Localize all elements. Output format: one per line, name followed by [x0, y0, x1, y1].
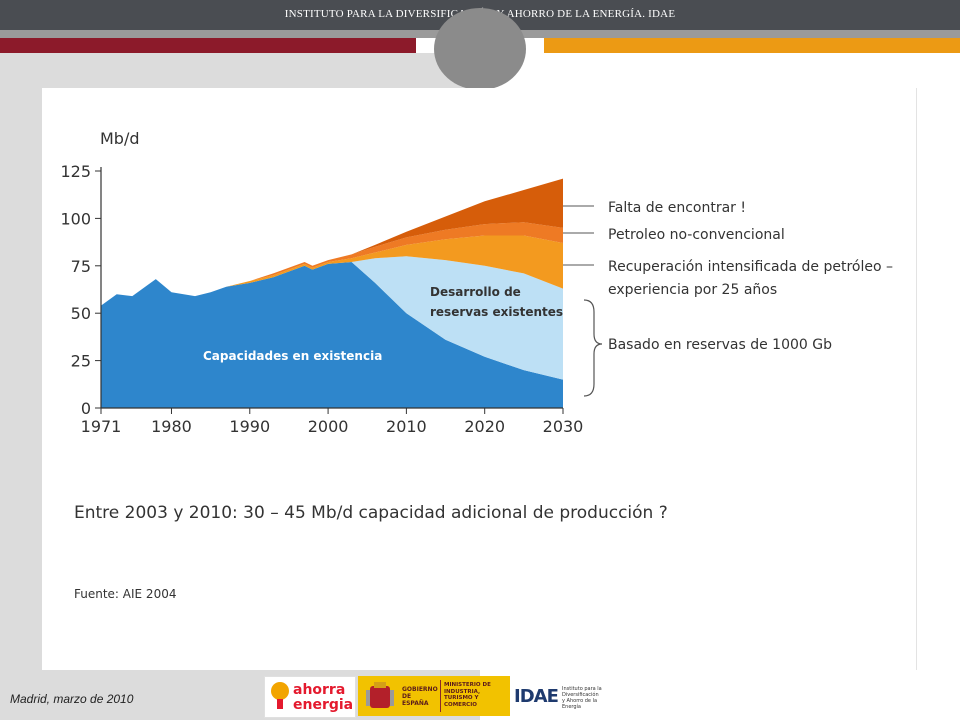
legend-recuperacion-1: Recuperación intensificada de petróleo – — [608, 259, 893, 275]
y-tick-label: 75 — [71, 257, 91, 276]
content-right-border — [916, 88, 917, 670]
footer-date: Madrid, marzo de 2010 — [10, 692, 134, 706]
label-existing-capacity: Capacidades en existencia — [203, 349, 382, 363]
y-axis-label: Mb/d — [100, 129, 140, 148]
lightbulb-icon — [271, 682, 289, 709]
x-tick-label: 1990 — [229, 417, 270, 436]
legend-falta: Falta de encontrar ! — [608, 200, 746, 216]
y-tick-label: 100 — [60, 209, 91, 228]
production-chart: 0 25 50 75 100 125 Mb/d 1971 1980 1990 2000 2010 202… — [60, 129, 893, 601]
x-tick-label: 2000 — [308, 417, 349, 436]
area-enhanced-recovery — [101, 235, 563, 306]
y-tick-label: 0 — [81, 399, 91, 418]
label-reserve-development-1: Desarrollo de — [430, 285, 521, 299]
idae-logo: IDAE Instituto para la Diversificación y… — [512, 676, 602, 716]
header-red-bar — [0, 38, 416, 53]
x-tick-label: 2010 — [386, 417, 427, 436]
energia-logo-text: energia — [293, 697, 354, 713]
idae-logo-subtext: Instituto para la Diversificación y Ahor… — [562, 686, 602, 710]
spain-crest-icon — [366, 682, 394, 708]
ministerio-logo-text: MINISTERIO DE INDUSTRIA, TURISMO Y COMER… — [444, 682, 491, 708]
x-tick-label: 2020 — [464, 417, 505, 436]
label-reserve-development-2: reservas existentes — [430, 305, 563, 319]
header-circle-decoration — [434, 8, 526, 90]
gobierno-logo: GOBIERNO DE ESPAÑA MINISTERIO DE INDUSTR… — [358, 676, 510, 716]
gobierno-logo-text: GOBIERNO DE ESPAÑA — [402, 686, 438, 707]
y-tick-label: 50 — [71, 304, 91, 323]
legend-petroleo: Petroleo no-convencional — [608, 227, 785, 243]
area-existing-capacity — [101, 262, 563, 408]
legend-basado: Basado en reservas de 1000 Gb — [608, 337, 832, 353]
x-tick-label: 2030 — [543, 417, 584, 436]
ahorra-logo-text: ahorra — [293, 682, 346, 698]
x-tick-label: 1980 — [151, 417, 192, 436]
legend-brace — [583, 299, 603, 397]
logo-divider — [440, 680, 441, 712]
chart-source: Fuente: AIE 2004 — [74, 587, 176, 601]
ahorra-energia-logo: ahorra energia — [264, 676, 356, 718]
area-reserve-development — [101, 256, 563, 380]
legend-recuperacion-2: experiencia por 25 años — [608, 282, 777, 298]
x-tick-label: 1971 — [81, 417, 122, 436]
y-tick-label: 125 — [60, 162, 91, 181]
header-orange-bar — [544, 38, 960, 53]
area-non-conventional — [101, 222, 563, 306]
idae-logo-text: IDAE — [514, 686, 559, 707]
chart-note: Entre 2003 y 2010: 30 – 45 Mb/d capacida… — [74, 503, 668, 523]
y-tick-label: 25 — [71, 352, 91, 371]
